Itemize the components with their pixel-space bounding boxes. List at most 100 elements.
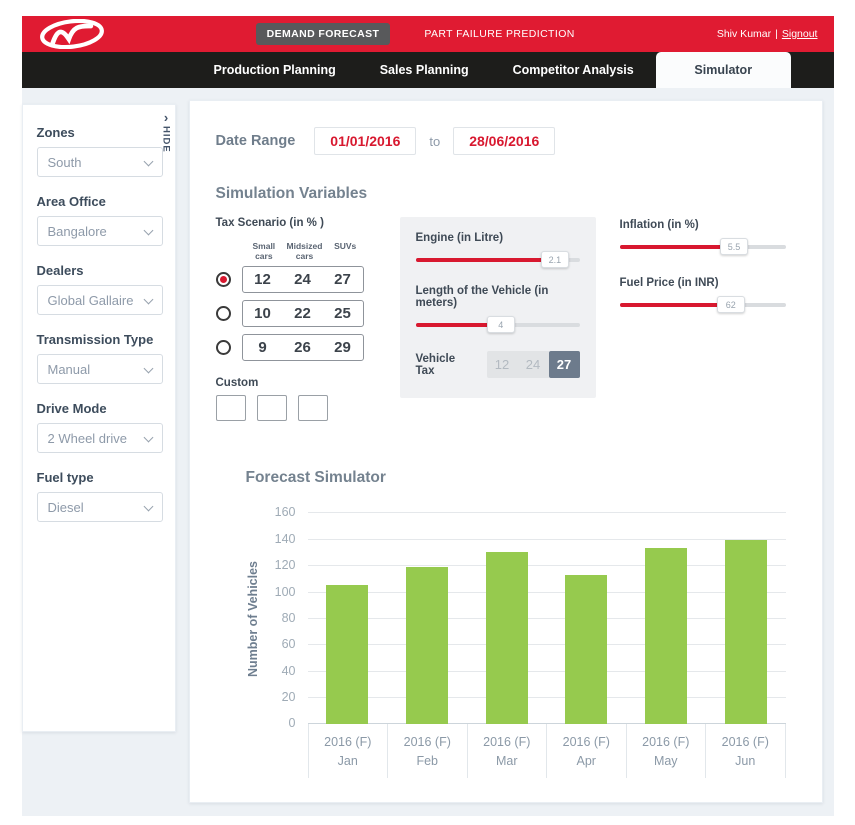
vehicle-tax-option-24[interactable]: 24 [517, 351, 549, 378]
date-to-input[interactable]: 28/06/2016 [453, 127, 556, 155]
tax-scenario-row-2: 10 22 25 [215, 300, 382, 328]
simulation-variables-grid: Tax Scenario (in % ) Small cars Midsized … [215, 217, 786, 422]
inflation-slider-handle[interactable]: 5.5 [720, 238, 749, 255]
x-label-month: Jan [337, 754, 358, 769]
length-slider-label: Length of the Vehicle (in meters) [415, 285, 549, 309]
plot-outer: 0 20 40 60 80 100 120 140 160 2016 (F) Jan 2016 (F… [262, 505, 786, 779]
bar-mar[interactable] [485, 551, 528, 725]
signout-link[interactable]: Signout [781, 28, 818, 40]
fuel-price-slider: Fuel Price (in INR) 62 [619, 277, 786, 313]
y-tick-0: 0 [288, 716, 296, 731]
vehicle-tax-option-27[interactable]: 27 [548, 351, 580, 378]
chart-x-labels: 2016 (F) Jan 2016 (F) Feb 2016 (F) Mar 2016 (F… [307, 724, 786, 779]
filter-label-area-office: Area Office [36, 194, 106, 209]
x-label-year: 2016 (F) [721, 735, 769, 750]
demand-forecast-button[interactable]: DEMAND FORECAST [255, 23, 391, 45]
top-header-bar: DEMAND FORECAST PART FAILURE PREDICTION … [21, 16, 834, 52]
tax-scenario-values-3: 9 26 29 [241, 334, 364, 362]
gridline-100: 100 [275, 585, 786, 599]
part-failure-prediction-link[interactable]: PART FAILURE PREDICTION [424, 28, 575, 40]
inflation-slider-track[interactable]: 5.5 [619, 238, 786, 255]
select-value-transmission-type: Manual [47, 361, 91, 377]
engine-slider-track[interactable]: 2.1 [415, 251, 580, 268]
radio-dot [220, 344, 227, 351]
tax-scenario-values-1: 12 24 27 [241, 266, 364, 294]
tax-column-midsized-cars: Midsized cars [286, 241, 323, 262]
fuel-price-slider-fill [619, 303, 731, 307]
x-label-year: 2016 (F) [403, 735, 451, 750]
bar-apr[interactable] [565, 575, 608, 725]
select-value-dealers: Global Gallaire [47, 292, 134, 308]
tax-scenario-radio-1[interactable] [215, 272, 231, 288]
fuel-price-slider-track[interactable]: 62 [619, 296, 786, 313]
select-value-zones: South [47, 154, 82, 170]
nav-tabs: Production Planning Sales Planning Competi… [192, 52, 656, 88]
sidebar-hide-toggle[interactable]: › HIDE [160, 110, 172, 153]
y-tick-120: 120 [274, 558, 296, 573]
tax-scenario-radio-3[interactable] [215, 340, 231, 356]
inflation-slider-label: Inflation (in %) [619, 219, 699, 231]
gridline-20: 20 [282, 690, 786, 704]
tax-value: 26 [294, 339, 311, 357]
y-tick-40: 40 [281, 663, 296, 678]
x-label-month: Jun [735, 754, 756, 769]
engine-slider-handle[interactable]: 2.1 [540, 251, 569, 268]
fuel-price-slider-label: Fuel Price (in INR) [619, 277, 719, 289]
tab-production-planning[interactable]: Production Planning [213, 63, 336, 77]
mahindra-logo-icon [39, 19, 104, 49]
select-fuel-type[interactable]: Diesel [36, 492, 163, 522]
hide-label: HIDE [160, 126, 172, 153]
filter-label-drive-mode: Drive Mode [36, 401, 107, 416]
x-label-month: Apr [576, 754, 596, 769]
radio-dot [219, 276, 227, 284]
select-transmission-type[interactable]: Manual [36, 354, 163, 384]
forecast-chart: Number of Vehicles 0 20 40 60 80 100 120 140 160… [245, 505, 786, 779]
select-area-office[interactable]: Bangalore [36, 216, 163, 246]
gridline-140: 140 [275, 532, 786, 546]
select-drive-mode[interactable]: 2 Wheel drive [36, 423, 163, 453]
tab-simulator[interactable]: Simulator [655, 52, 791, 88]
x-label-year: 2016 (F) [642, 735, 690, 750]
chevron-right-icon: › [163, 110, 169, 125]
y-tick-100: 100 [274, 584, 296, 599]
custom-tax-input-2[interactable] [256, 395, 287, 422]
length-slider-handle[interactable]: 4 [486, 316, 515, 333]
custom-label: Custom [215, 377, 259, 390]
custom-tax-input-1[interactable] [215, 395, 246, 422]
x-label-year: 2016 (F) [562, 735, 610, 750]
vehicle-sliders-panel: Engine (in Litre) 2.1 Length of the Vehi… [399, 217, 596, 398]
date-from-input[interactable]: 01/01/2016 [314, 127, 417, 155]
tax-scenario-radio-2[interactable] [215, 306, 231, 322]
filter-label-transmission-type: Transmission Type [36, 332, 154, 347]
y-tick-20: 20 [281, 690, 296, 704]
custom-tax-input-3[interactable] [297, 395, 328, 422]
y-axis-label: Number of Vehicles [245, 560, 260, 677]
y-tick-80: 80 [281, 610, 296, 625]
tab-competitor-analysis[interactable]: Competitor Analysis [512, 63, 634, 77]
bar-feb[interactable] [406, 567, 448, 725]
inflation-slider: Inflation (in %) 5.5 [619, 219, 786, 255]
vehicle-tax-option-12[interactable]: 12 [486, 351, 518, 378]
main-nav-bar: Production Planning Sales Planning Competi… [21, 52, 834, 88]
filter-label-dealers: Dealers [36, 263, 84, 278]
filter-group-transmission-type: Transmission Type Manual [36, 332, 163, 384]
tax-scenario-label: Tax Scenario (in % ) [215, 217, 324, 229]
date-range-row: Date Range 01/01/2016 to 28/06/2016 [216, 127, 786, 155]
y-tick-60: 60 [281, 637, 296, 652]
bar-jun[interactable] [724, 539, 767, 725]
date-to-word: to [429, 133, 441, 149]
mahindra-logo[interactable] [38, 19, 106, 49]
bar-jan[interactable] [326, 584, 369, 725]
x-label-may: 2016 (F) May [625, 724, 706, 779]
select-zones[interactable]: South [36, 147, 163, 177]
bar-may[interactable] [645, 547, 687, 725]
fuel-price-slider-handle[interactable]: 62 [716, 296, 745, 313]
gridline-120: 120 [275, 558, 786, 572]
tab-sales-planning[interactable]: Sales Planning [379, 63, 469, 77]
tax-value: 29 [334, 339, 351, 357]
tax-scenario-row-3: 9 26 29 [215, 334, 382, 362]
select-dealers[interactable]: Global Gallaire [36, 285, 163, 315]
length-slider-track[interactable]: 4 [415, 316, 580, 333]
tax-scenario-headers: Small cars Midsized cars SUVs [244, 241, 366, 261]
vehicle-tax-row: Vehicle Tax 12 24 27 [416, 351, 580, 378]
